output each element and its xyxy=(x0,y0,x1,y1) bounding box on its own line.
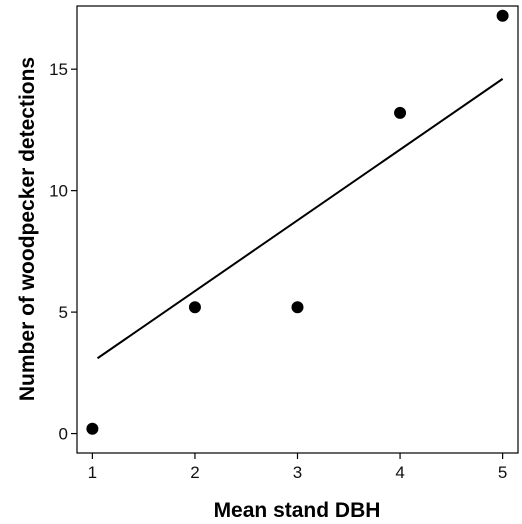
data-point xyxy=(291,301,304,314)
x-tick-label: 3 xyxy=(293,463,302,482)
y-tick-label: 10 xyxy=(49,182,68,201)
x-tick-label: 1 xyxy=(88,463,97,482)
y-tick-label: 0 xyxy=(59,425,68,444)
x-tick-label: 2 xyxy=(190,463,199,482)
x-axis: 1 2 3 4 5 xyxy=(88,453,507,482)
data-point xyxy=(496,9,509,22)
regression-line xyxy=(96,78,504,360)
data-point xyxy=(86,422,99,435)
data-point xyxy=(188,301,201,314)
y-tick-label: 15 xyxy=(49,60,68,79)
y-axis: 0 5 10 15 xyxy=(49,60,77,444)
x-tick-label: 5 xyxy=(498,463,507,482)
data-point xyxy=(394,106,407,119)
y-axis-title: Number of woodpecker detections xyxy=(16,57,39,401)
data-points xyxy=(86,9,509,435)
x-axis-title: Mean stand DBH xyxy=(214,499,381,522)
y-tick-label: 5 xyxy=(59,303,68,322)
x-tick-label: 4 xyxy=(395,463,404,482)
plot-area-frame xyxy=(76,5,519,454)
